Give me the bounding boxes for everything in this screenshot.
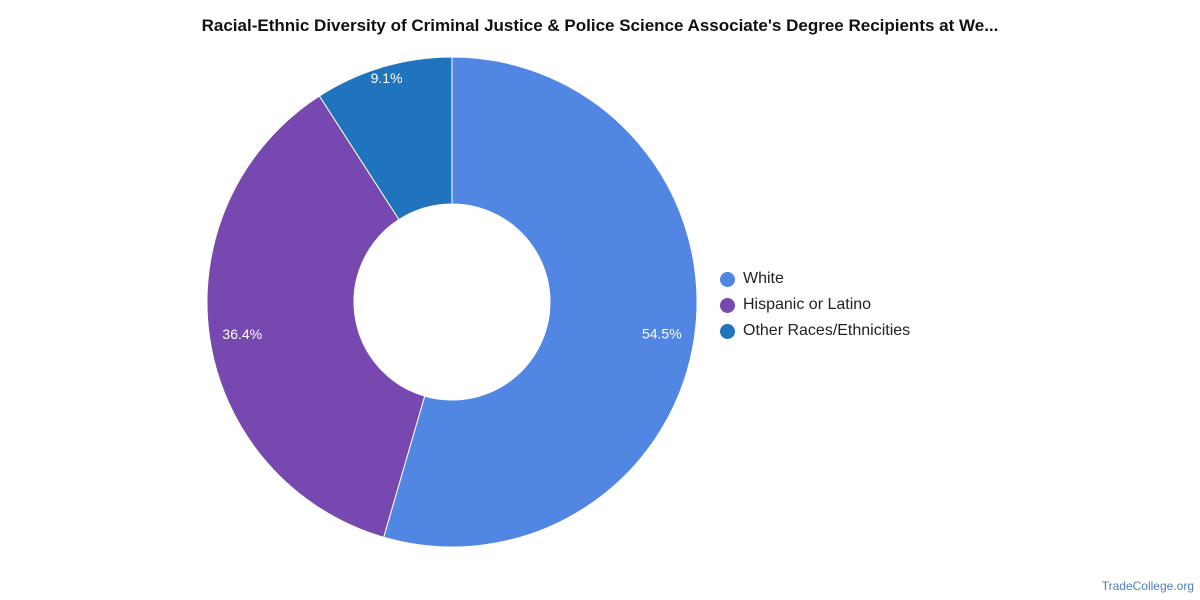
legend-item-other-races-ethnicities[interactable]: Other Races/Ethnicities	[720, 318, 910, 344]
legend-swatch-hispanic-or-latino	[720, 297, 735, 313]
site-watermark[interactable]: TradeCollege.org	[1101, 579, 1194, 593]
slice-label-other-races-ethnicities: 9.1%	[371, 70, 403, 86]
legend-item-hispanic-or-latino[interactable]: Hispanic or Latino	[720, 292, 910, 318]
slice-other-races-ethnicities[interactable]	[318, 56, 453, 221]
chart-title: Racial-Ethnic Diversity of Criminal Just…	[201, 16, 999, 35]
slice-hispanic-or-latino[interactable]	[206, 95, 426, 538]
legend-item-white[interactable]: White	[720, 266, 910, 292]
chart-legend: White Hispanic or Latino Other Races/Eth…	[720, 266, 910, 344]
slice-white[interactable]	[383, 56, 698, 548]
legend-swatch-white	[720, 271, 735, 287]
legend-swatch-other-races-ethnicities	[720, 323, 735, 339]
slice-label-hispanic-or-latino: 36.4%	[222, 326, 262, 342]
legend-label-white: White	[743, 270, 784, 287]
slice-label-white: 54.5%	[642, 325, 682, 341]
legend-label-hispanic-or-latino: Hispanic or Latino	[743, 296, 872, 313]
legend-label-other-races-ethnicities: Other Races/Ethnicities	[743, 322, 911, 339]
